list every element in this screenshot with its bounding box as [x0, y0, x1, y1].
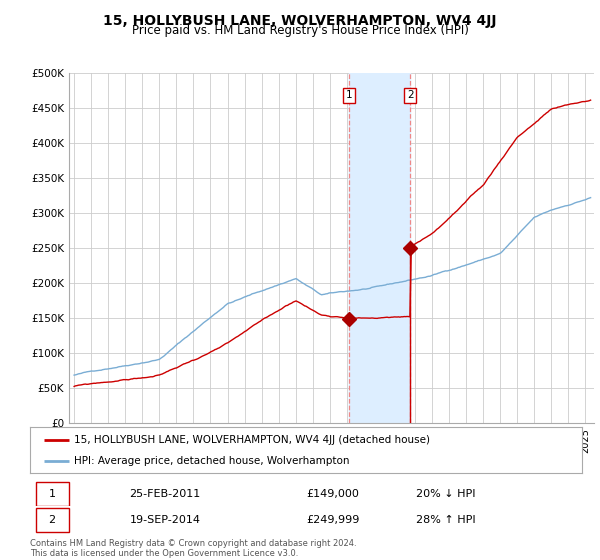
- Text: 19-SEP-2014: 19-SEP-2014: [130, 515, 200, 525]
- Bar: [349, 73, 410, 423]
- Text: Contains HM Land Registry data © Crown copyright and database right 2024.
This d: Contains HM Land Registry data © Crown c…: [30, 539, 356, 558]
- FancyBboxPatch shape: [35, 482, 68, 506]
- Text: 25-FEB-2011: 25-FEB-2011: [130, 489, 200, 499]
- Text: 2: 2: [49, 515, 56, 525]
- Text: Price paid vs. HM Land Registry's House Price Index (HPI): Price paid vs. HM Land Registry's House …: [131, 24, 469, 36]
- Text: 1: 1: [49, 489, 56, 499]
- Text: 15, HOLLYBUSH LANE, WOLVERHAMPTON, WV4 4JJ: 15, HOLLYBUSH LANE, WOLVERHAMPTON, WV4 4…: [103, 14, 497, 28]
- Text: £249,999: £249,999: [306, 515, 359, 525]
- FancyBboxPatch shape: [35, 508, 68, 533]
- Text: 1: 1: [346, 90, 353, 100]
- Text: 2: 2: [407, 90, 413, 100]
- Text: HPI: Average price, detached house, Wolverhampton: HPI: Average price, detached house, Wolv…: [74, 456, 350, 466]
- Text: 28% ↑ HPI: 28% ↑ HPI: [416, 515, 476, 525]
- Text: 15, HOLLYBUSH LANE, WOLVERHAMPTON, WV4 4JJ (detached house): 15, HOLLYBUSH LANE, WOLVERHAMPTON, WV4 4…: [74, 435, 430, 445]
- Text: 20% ↓ HPI: 20% ↓ HPI: [416, 489, 476, 499]
- Text: £149,000: £149,000: [306, 489, 359, 499]
